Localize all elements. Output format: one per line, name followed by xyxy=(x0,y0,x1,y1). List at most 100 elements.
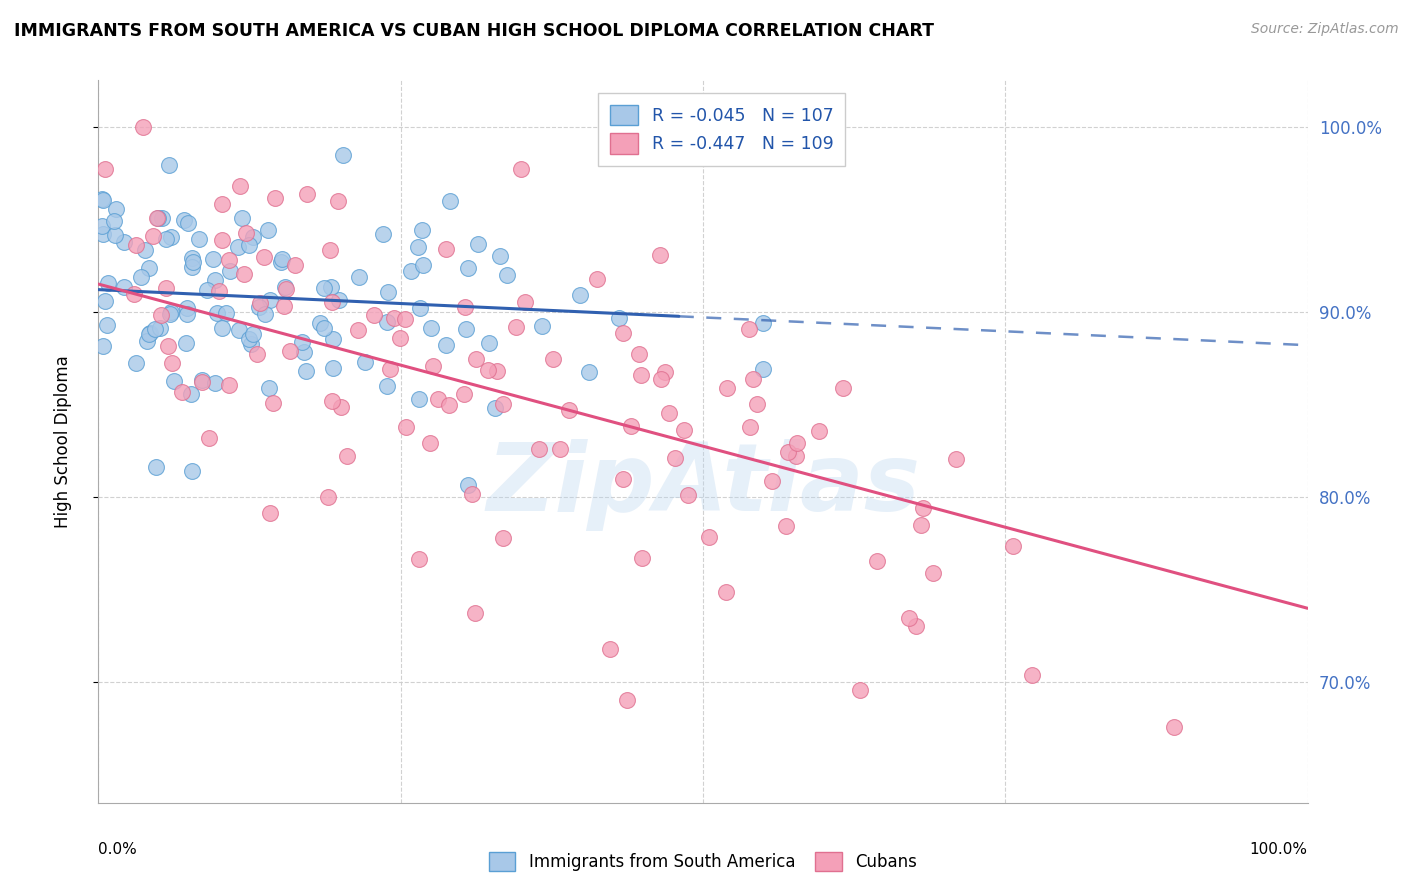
Point xyxy=(465,351,488,366)
Point xyxy=(484,401,506,416)
Point xyxy=(510,162,533,177)
Point xyxy=(330,400,353,414)
Point xyxy=(513,295,536,310)
Point xyxy=(91,192,114,206)
Point xyxy=(550,442,572,457)
Point xyxy=(457,478,479,492)
Point xyxy=(612,472,634,486)
Point xyxy=(204,376,226,390)
Point xyxy=(672,423,695,437)
Point xyxy=(664,451,686,466)
Point xyxy=(176,301,198,315)
Point xyxy=(155,231,177,245)
Point xyxy=(173,213,195,227)
Point xyxy=(211,233,233,247)
Point xyxy=(160,356,183,370)
Point xyxy=(319,279,342,293)
Point xyxy=(531,318,554,333)
Point xyxy=(191,372,214,386)
Point xyxy=(347,323,370,337)
Point xyxy=(312,281,335,295)
Point xyxy=(541,351,564,366)
Point xyxy=(146,211,169,226)
Point xyxy=(486,364,509,378)
Point xyxy=(247,301,270,315)
Point xyxy=(496,268,519,283)
Text: 100.0%: 100.0% xyxy=(1250,842,1308,856)
Point xyxy=(831,381,853,395)
Point xyxy=(259,293,281,307)
Point xyxy=(457,260,479,275)
Point xyxy=(648,248,671,262)
Point xyxy=(612,326,634,340)
Point xyxy=(238,238,260,252)
Point xyxy=(609,311,631,326)
Point xyxy=(274,280,297,294)
Point xyxy=(453,387,475,401)
Point xyxy=(176,216,198,230)
Point xyxy=(297,186,319,201)
Point xyxy=(253,250,276,264)
Point xyxy=(578,365,600,379)
Point xyxy=(156,338,179,352)
Point xyxy=(488,250,510,264)
Point xyxy=(235,226,257,240)
Point xyxy=(218,377,240,392)
Point xyxy=(439,194,461,209)
Point xyxy=(434,338,457,352)
Point xyxy=(242,230,264,244)
Point xyxy=(785,449,807,463)
Text: IMMIGRANTS FROM SOUTH AMERICA VS CUBAN HIGH SCHOOL DIPLOMA CORRELATION CHART: IMMIGRANTS FROM SOUTH AMERICA VS CUBAN H… xyxy=(14,22,934,40)
Point xyxy=(155,281,177,295)
Point xyxy=(1002,539,1025,553)
Point xyxy=(456,322,478,336)
Point xyxy=(240,337,263,351)
Point xyxy=(228,323,250,337)
Point xyxy=(254,307,277,321)
Point xyxy=(291,335,314,350)
Point xyxy=(295,364,318,378)
Point xyxy=(375,315,398,329)
Point xyxy=(419,435,441,450)
Point xyxy=(97,276,120,290)
Point xyxy=(204,273,226,287)
Point xyxy=(599,642,621,657)
Point xyxy=(146,211,169,226)
Point xyxy=(363,309,385,323)
Point xyxy=(380,362,402,376)
Point xyxy=(401,264,423,278)
Point xyxy=(898,611,921,625)
Point xyxy=(332,148,354,162)
Point xyxy=(775,519,797,533)
Point xyxy=(420,321,443,335)
Point xyxy=(270,254,292,268)
Point xyxy=(125,238,148,252)
Point xyxy=(321,394,343,409)
Point xyxy=(218,252,240,267)
Point xyxy=(921,566,943,580)
Point xyxy=(180,260,202,274)
Point xyxy=(347,269,370,284)
Point xyxy=(150,211,173,226)
Legend: Immigrants from South America, Cubans: Immigrants from South America, Cubans xyxy=(481,843,925,880)
Point xyxy=(159,230,181,244)
Point xyxy=(464,606,486,620)
Point xyxy=(752,362,775,376)
Point xyxy=(211,320,233,334)
Point xyxy=(112,280,135,294)
Point xyxy=(586,272,609,286)
Point xyxy=(654,365,676,379)
Point xyxy=(159,305,181,319)
Point xyxy=(125,356,148,370)
Point xyxy=(104,202,127,216)
Point xyxy=(181,464,204,478)
Point xyxy=(326,194,349,208)
Text: ZipAtlas: ZipAtlas xyxy=(486,439,920,531)
Point xyxy=(211,197,233,211)
Point xyxy=(91,193,114,207)
Point xyxy=(176,307,198,321)
Point xyxy=(699,530,721,544)
Point xyxy=(1021,668,1043,682)
Point xyxy=(195,283,218,297)
Point xyxy=(761,474,783,488)
